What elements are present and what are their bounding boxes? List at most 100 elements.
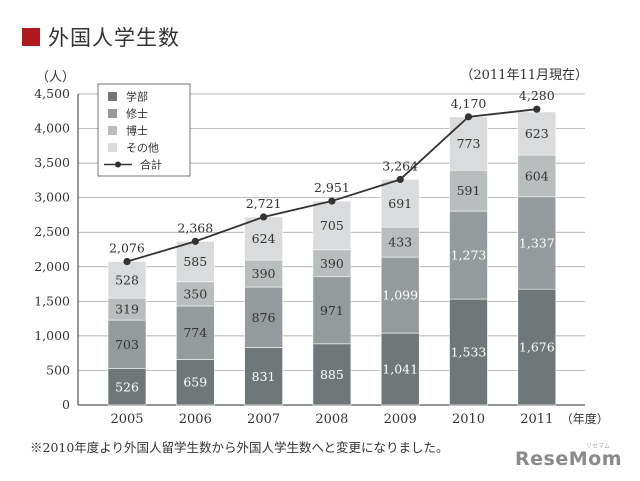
total-point [328,197,336,205]
y-tick-label: 1,500 [34,293,70,308]
y-tick-label: 0 [62,397,70,412]
bar-segment [380,226,420,258]
bar-value-label: 703 [115,337,139,352]
bar-segment [312,276,352,345]
bar-value-label: 659 [183,375,207,390]
bar-value-label: 526 [115,379,139,394]
bar-segment [312,343,352,406]
y-tick-label: 500 [46,362,70,377]
y-tick-label: 3,500 [34,155,70,170]
bar-value-label: 390 [252,266,276,281]
bar-value-label: 585 [183,254,207,269]
bar-segment [449,169,488,212]
total-value-label: 2,721 [246,196,282,211]
bar-segment [244,216,283,261]
y-tick-label: 2,500 [34,224,70,239]
bar-value-label: 433 [388,235,412,250]
bar-value-label: 1,041 [382,362,418,377]
bar-value-label: 774 [183,325,207,340]
bar-value-label: 1,337 [519,235,555,250]
x-tick-label: 2010 [452,412,485,427]
chart-title: 外国人学生数 [48,26,180,50]
bar-segment [380,179,420,228]
legend-point-swatch [115,161,121,168]
legend-label: 修士 [126,107,148,121]
bar-value-label: 773 [457,136,481,151]
bar-value-label: 604 [525,168,549,183]
bar-segment [449,116,488,171]
legend-label: 学部 [126,90,148,104]
x-tick-label: 2007 [247,412,280,427]
chart-title-block: 外国人学生数 [22,22,180,52]
bar-segment [176,241,215,283]
bar-segment [380,256,420,334]
y-tick-label: 4,000 [34,121,70,136]
legend-swatch [108,92,117,101]
total-value-label: 4,280 [519,88,555,103]
watermark-sub: リセマム [585,443,610,450]
bar-value-label: 876 [252,310,276,325]
legend-swatch [108,109,117,118]
y-tick-label: 3,000 [34,190,70,205]
total-point [533,105,541,113]
bar-value-label: 1,099 [382,288,418,303]
y-axis-unit: （人） [36,70,76,85]
bar-segment [176,281,215,307]
x-tick-label: 2011 [520,412,553,427]
total-value-label: 3,264 [382,158,418,173]
y-tick-label: 1,000 [34,328,70,343]
bar-segment [107,261,147,299]
y-tick-label: 4,500 [34,86,70,101]
bar-value-label: 591 [457,183,481,198]
x-axis-suffix: （年度） [561,411,609,426]
bar-segment [517,196,557,290]
bar-segment [517,154,557,198]
as-of-date: （2011年11月現在） [460,68,588,83]
bar-segment [449,210,488,300]
bar-value-label: 623 [525,126,549,141]
bar-value-label: 1,676 [519,340,555,355]
x-tick-label: 2009 [384,412,417,427]
total-point [464,113,473,121]
legend-swatch [108,143,117,152]
bar-segment [380,332,420,406]
title-accent-square [22,28,40,46]
total-value-label: 2,076 [109,241,145,256]
bar-value-label: 831 [252,369,276,384]
footnote: ※2010年度より外国人留学生数から外国人学生数へと変更になりました。 [30,440,449,455]
bar-value-label: 624 [252,231,276,246]
bar-value-label: 691 [388,196,412,211]
total-point [260,213,268,221]
bar-segment [176,305,215,360]
x-tick-label: 2008 [315,412,348,427]
legend-swatch [108,126,117,135]
bar-value-label: 1,533 [451,345,487,360]
bar-value-label: 971 [320,303,344,318]
bar-value-label: 885 [320,367,344,382]
bar-segment [312,200,352,251]
legend-label: 博士 [126,125,148,138]
bar-value-label: 350 [183,286,207,301]
bar-value-label: 528 [115,272,139,287]
bar-segment [517,288,557,406]
total-point [123,257,131,266]
y-tick-label: 2,000 [34,259,70,274]
bar-value-label: 705 [320,218,344,233]
bar-segment [244,286,283,348]
total-value-label: 2,951 [314,180,350,195]
legend-label: その他 [126,142,159,155]
bar-value-label: 319 [115,302,139,317]
bar-segment [312,249,352,278]
total-point [191,237,199,245]
bar-value-label: 390 [320,256,344,271]
total-point [396,175,404,184]
x-tick-label: 2005 [110,412,143,427]
total-value-label: 4,170 [451,96,487,111]
x-tick-label: 2006 [179,412,212,427]
total-value-label: 2,368 [177,220,213,235]
bar-segment [107,319,147,369]
bar-segment [449,298,488,406]
bar-value-label: 1,273 [451,248,487,263]
legend-label: 合計 [140,158,162,172]
